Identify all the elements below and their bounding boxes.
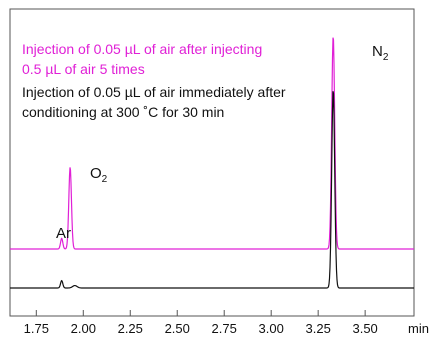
x-tick-label-5: 3.00 xyxy=(259,321,284,336)
x-tick-label-3: 2.50 xyxy=(165,321,190,336)
peak-label-ar: Ar xyxy=(56,225,71,242)
peak-label-n2: N2 xyxy=(372,43,389,63)
x-tick-label-6: 3.25 xyxy=(306,321,331,336)
x-axis-unit: min xyxy=(408,321,429,336)
peak-label-o2: O2 xyxy=(90,165,108,185)
legend-black-line2: conditioning at 300 ˚C for 30 min xyxy=(22,104,224,120)
legend-magenta-line1: Injection of 0.05 µL of air after inject… xyxy=(22,41,262,57)
x-tick-label-2: 2.25 xyxy=(118,321,143,336)
legend-black-line1: Injection of 0.05 µL of air immediately … xyxy=(22,84,286,100)
x-tick-label-4: 2.75 xyxy=(212,321,237,336)
x-axis-tick-labels: 1.75 2.00 2.25 2.50 2.75 3.00 3.25 3.50 xyxy=(24,321,378,336)
x-axis-ticks xyxy=(36,310,365,316)
x-tick-label-0: 1.75 xyxy=(24,321,49,336)
x-tick-label-1: 2.00 xyxy=(71,321,96,336)
legend-magenta-line2: 0.5 µL of air 5 times xyxy=(22,61,145,77)
x-tick-label-7: 3.50 xyxy=(352,321,377,336)
